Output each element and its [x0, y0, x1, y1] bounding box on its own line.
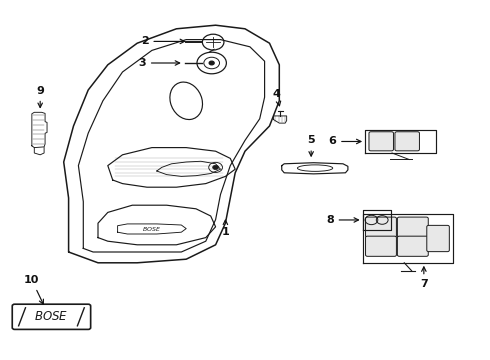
Text: 2: 2: [141, 36, 185, 46]
FancyBboxPatch shape: [369, 132, 393, 151]
Text: 6: 6: [328, 136, 361, 147]
Text: 4: 4: [273, 89, 281, 106]
Text: $\mathit{BOSE}$: $\mathit{BOSE}$: [142, 225, 162, 233]
Text: 7: 7: [420, 267, 428, 289]
FancyBboxPatch shape: [427, 225, 449, 252]
FancyBboxPatch shape: [395, 132, 419, 151]
Circle shape: [213, 165, 219, 170]
FancyBboxPatch shape: [366, 236, 396, 256]
Text: 10: 10: [24, 275, 44, 304]
FancyBboxPatch shape: [397, 217, 428, 237]
FancyBboxPatch shape: [366, 217, 396, 237]
FancyBboxPatch shape: [12, 304, 91, 329]
Circle shape: [209, 61, 214, 65]
Text: 9: 9: [36, 86, 44, 108]
Text: 1: 1: [221, 220, 229, 237]
Text: 5: 5: [307, 135, 315, 156]
Text: 3: 3: [138, 58, 180, 68]
Text: 8: 8: [326, 215, 359, 225]
FancyBboxPatch shape: [397, 236, 428, 256]
Text: $\mathit{BOSE}$: $\mathit{BOSE}$: [34, 310, 69, 323]
